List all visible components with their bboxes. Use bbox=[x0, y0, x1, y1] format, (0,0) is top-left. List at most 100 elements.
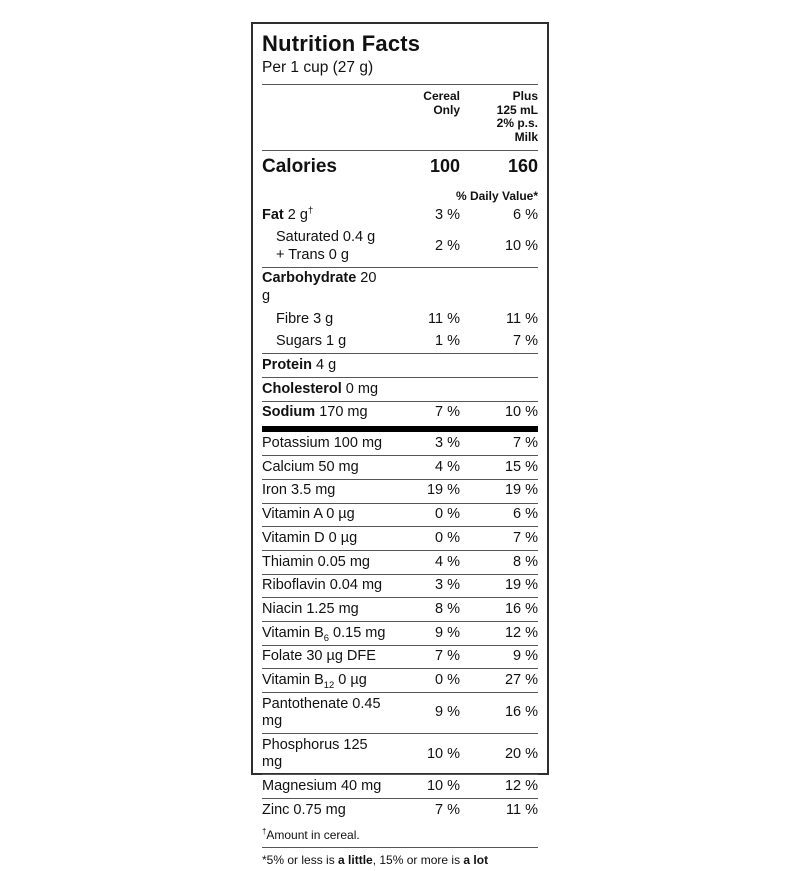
cereal-only-value: 7 % bbox=[435, 404, 460, 421]
nutrient-row: Fibre 3 g 11 % 11 % bbox=[262, 308, 538, 331]
with-milk-value: 11 % bbox=[506, 310, 538, 327]
nutrient-name: Vitamin B12 0 µg bbox=[262, 671, 367, 690]
nutrient-name: Pantothenate 0.45 mg bbox=[262, 695, 381, 730]
nutrient-row: Protein 4 g bbox=[262, 354, 538, 377]
nutrition-facts-label: Nutrition Facts Per 1 cup (27 g) Cereal … bbox=[251, 22, 549, 867]
divider bbox=[262, 353, 538, 355]
with-milk-value: 15 % bbox=[504, 458, 538, 475]
nutrient-name: Calcium 50 mg bbox=[262, 458, 359, 475]
nutrient-rows: Fat 2 g† 3 % 6 % Saturated 0.4 g + Trans 0 g… bbox=[262, 204, 538, 822]
cereal-only-value: 4 % bbox=[435, 553, 460, 570]
footnote: †Amount in cereal. bbox=[262, 826, 360, 842]
nutrient-name: Iron 3.5 mg bbox=[262, 482, 336, 499]
nutrient-row: Cholesterol 0 mg bbox=[262, 378, 538, 401]
with-milk-value: 10 % bbox=[504, 404, 538, 421]
cereal-only-value: 9 % bbox=[435, 704, 460, 721]
nutrient-row: Niacin 1.25 mg 8 % 16 % bbox=[262, 598, 538, 621]
nutrient-row: Vitamin D 0 µg 0 % 7 % bbox=[262, 527, 538, 550]
nutrient-name: Cholesterol 0 mg bbox=[262, 380, 379, 397]
with-milk-value: 12 % bbox=[504, 624, 538, 641]
divider bbox=[262, 668, 538, 670]
nutrient-row: Iron 3.5 mg 19 % 19 % bbox=[262, 480, 538, 503]
footnote: *5% or less is a little, 15% or more is … bbox=[262, 852, 489, 867]
with-milk-value: 19 % bbox=[504, 577, 538, 594]
column-header-cereal-only: Cereal Only bbox=[423, 89, 460, 117]
nutrient-row: Potassium 100 mg 3 % 7 % bbox=[262, 433, 538, 456]
nutrient-row: Magnesium 40 mg 10 % 12 % bbox=[262, 775, 538, 798]
cereal-only-value: 19 % bbox=[426, 482, 460, 499]
footnotes: †Amount in cereal. *5% or less is a littl… bbox=[262, 824, 538, 871]
with-milk-value: 8 % bbox=[513, 553, 538, 570]
with-milk-value: 6 % bbox=[513, 206, 538, 223]
nutrient-row: Riboflavin 0.04 mg 3 % 19 % bbox=[262, 575, 538, 598]
nutrient-name: Potassium 100 mg bbox=[262, 435, 383, 452]
divider bbox=[262, 478, 538, 480]
divider bbox=[262, 549, 538, 551]
nutrient-row: Vitamin B12 0 µg 0 % 27 % bbox=[262, 669, 538, 692]
nutrient-row: Carbohydrate 20 g bbox=[262, 268, 538, 308]
cereal-only-value: 4 % bbox=[435, 458, 460, 475]
nutrient-name: Vitamin B6 0.15 mg bbox=[262, 624, 386, 643]
cereal-only-value: 3 % bbox=[435, 206, 460, 223]
column-header-with-milk: Plus 125 mL 2% p.s. Milk bbox=[496, 89, 538, 144]
cereal-only-value: 0 % bbox=[435, 671, 460, 688]
nutrient-row: Calcium 50 mg 4 % 15 % bbox=[262, 456, 538, 479]
subscript-marker: 12 bbox=[323, 678, 335, 690]
nutrient-name: Phosphorus 125 mg bbox=[262, 736, 368, 771]
cereal-only-value: 3 % bbox=[435, 435, 460, 452]
divider bbox=[262, 644, 538, 646]
nutrient-name: Vitamin A 0 µg bbox=[262, 506, 355, 523]
nutrient-name: Fibre 3 g bbox=[276, 310, 334, 327]
nutrient-row: Folate 30 µg DFE 7 % 9 % bbox=[262, 646, 538, 669]
with-milk-value: 27 % bbox=[504, 671, 538, 688]
divider bbox=[262, 798, 538, 800]
with-milk-value: 16 % bbox=[504, 704, 538, 721]
nutrient-name: Carbohydrate 20 g bbox=[262, 270, 377, 304]
nutrient-name: Thiamin 0.05 mg bbox=[262, 553, 370, 570]
cereal-only-value: 10 % bbox=[426, 778, 460, 795]
nutrient-row: Sugars 1 g 1 % 7 % bbox=[262, 331, 538, 354]
page: Nutrition Facts Per 1 cup (27 g) Cereal … bbox=[251, 22, 549, 867]
divider bbox=[262, 733, 538, 735]
cereal-only-value: 9 % bbox=[435, 624, 460, 641]
divider bbox=[262, 774, 538, 776]
divider bbox=[262, 597, 538, 599]
calories-with-milk-value: 160 bbox=[507, 156, 538, 176]
with-milk-value: 11 % bbox=[506, 801, 538, 818]
with-milk-value: 7 % bbox=[513, 435, 538, 452]
nutrient-name: Sodium 170 mg bbox=[262, 404, 368, 421]
daily-value-header: % Daily Value* bbox=[455, 189, 538, 203]
calories-cereal-only-value: 100 bbox=[429, 156, 460, 176]
calories-label: Calories bbox=[262, 156, 337, 177]
cereal-only-value: 8 % bbox=[435, 600, 460, 617]
column-header-spacer bbox=[262, 90, 388, 144]
nutrient-name: Vitamin D 0 µg bbox=[262, 529, 358, 546]
nutrient-row: Vitamin B6 0.15 mg 9 % 12 % bbox=[262, 622, 538, 645]
nutrient-name: Fat 2 g† bbox=[262, 203, 314, 223]
with-milk-value: 10 % bbox=[504, 238, 538, 255]
nutrient-name: Saturated 0.4 g + Trans 0 g bbox=[276, 229, 376, 263]
nutrient-name: Sugars 1 g bbox=[276, 333, 347, 350]
with-milk-value: 9 % bbox=[513, 648, 538, 665]
nutrient-row: Saturated 0.4 g + Trans 0 g 2 % 10 % bbox=[262, 227, 538, 267]
calories-row: Calories 100 160 bbox=[262, 151, 538, 183]
with-milk-value: 7 % bbox=[513, 529, 538, 546]
with-milk-value: 16 % bbox=[504, 600, 538, 617]
divider bbox=[262, 150, 538, 151]
subscript-marker: 6 bbox=[323, 631, 330, 643]
with-milk-value: 6 % bbox=[513, 506, 538, 523]
nutrient-row: Phosphorus 125 mg 10 % 20 % bbox=[262, 734, 538, 774]
divider bbox=[262, 621, 538, 622]
divider bbox=[262, 455, 538, 457]
divider bbox=[262, 84, 538, 85]
divider bbox=[262, 377, 538, 379]
divider bbox=[262, 846, 538, 848]
cereal-only-value: 11 % bbox=[428, 310, 460, 327]
label-title: Nutrition Facts bbox=[262, 31, 421, 56]
with-milk-value: 7 % bbox=[513, 333, 538, 350]
divider bbox=[262, 400, 538, 402]
cereal-only-value: 7 % bbox=[435, 648, 460, 665]
divider bbox=[262, 266, 538, 268]
serving-size: Per 1 cup (27 g) bbox=[262, 59, 374, 76]
nutrient-row: Vitamin A 0 µg 0 % 6 % bbox=[262, 504, 538, 527]
